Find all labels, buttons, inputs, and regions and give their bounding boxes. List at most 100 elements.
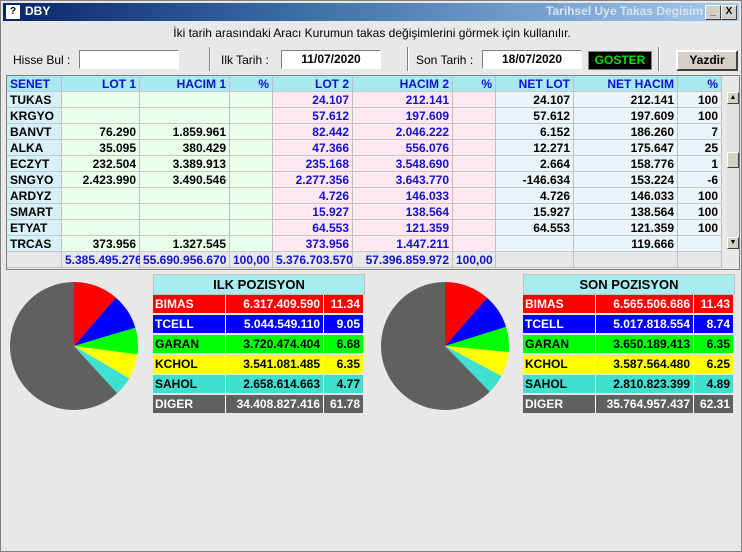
table-cell[interactable]: 373.956 (62, 236, 140, 252)
table-cell[interactable]: 2.046.222 (353, 124, 453, 140)
table-row-senet[interactable]: BANVT (7, 124, 62, 140)
table-row-senet[interactable]: SMART (7, 204, 62, 220)
table-cell[interactable] (230, 204, 273, 220)
table-cell[interactable]: 153.224 (574, 172, 678, 188)
table-cell[interactable] (230, 108, 273, 124)
table-cell[interactable]: 212.141 (353, 92, 453, 108)
column-header-pct3[interactable]: % (678, 76, 722, 92)
table-cell[interactable]: 1.859.961 (140, 124, 230, 140)
table-cell[interactable] (140, 188, 230, 204)
table-cell[interactable]: 380.429 (140, 140, 230, 156)
table-cell[interactable] (453, 140, 496, 156)
table-cell[interactable]: 1 (678, 156, 722, 172)
table-cell[interactable]: 4.726 (496, 188, 574, 204)
table-cell[interactable] (453, 92, 496, 108)
table-cell[interactable]: 2.277.356 (273, 172, 353, 188)
close-button[interactable]: X (721, 5, 737, 20)
column-header-netlot[interactable]: NET LOT (496, 76, 574, 92)
table-cell[interactable]: 7 (678, 124, 722, 140)
table-cell[interactable] (62, 108, 140, 124)
table-cell[interactable] (453, 124, 496, 140)
table-scrollbar[interactable]: ▲ ▼ (727, 92, 739, 249)
table-cell[interactable] (140, 108, 230, 124)
table-row-senet[interactable]: TUKAS (7, 92, 62, 108)
table-cell[interactable]: 158.776 (574, 156, 678, 172)
table-cell[interactable]: 197.609 (574, 108, 678, 124)
table-cell[interactable]: 373.956 (273, 236, 353, 252)
table-cell[interactable] (140, 204, 230, 220)
column-header-senet[interactable]: SENET (7, 76, 62, 92)
table-cell[interactable]: 2.423.990 (62, 172, 140, 188)
table-cell[interactable]: 121.359 (353, 220, 453, 236)
table-cell[interactable] (453, 236, 496, 252)
table-cell[interactable] (230, 172, 273, 188)
scroll-thumb[interactable] (727, 152, 739, 168)
column-header-pct1[interactable]: % (230, 76, 273, 92)
table-cell[interactable] (62, 92, 140, 108)
table-cell[interactable]: 100 (678, 220, 722, 236)
column-header-pct2[interactable]: % (453, 76, 496, 92)
table-cell[interactable] (62, 188, 140, 204)
son-tarih-input[interactable]: 18/07/2020 (482, 50, 582, 69)
table-row-senet[interactable]: SNGYO (7, 172, 62, 188)
column-header-nethacim[interactable]: NET HACIM (574, 76, 678, 92)
table-cell[interactable] (62, 220, 140, 236)
table-cell[interactable]: 15.927 (273, 204, 353, 220)
table-cell[interactable] (230, 140, 273, 156)
table-cell[interactable] (230, 124, 273, 140)
table-cell[interactable]: 3.548.690 (353, 156, 453, 172)
table-cell[interactable] (678, 236, 722, 252)
table-cell[interactable]: 57.612 (496, 108, 574, 124)
table-cell[interactable]: 4.726 (273, 188, 353, 204)
table-cell[interactable]: 35.095 (62, 140, 140, 156)
table-cell[interactable]: 1.447.211 (353, 236, 453, 252)
table-row-senet[interactable]: KRGYO (7, 108, 62, 124)
table-cell[interactable]: 100 (678, 108, 722, 124)
table-cell[interactable] (453, 108, 496, 124)
table-cell[interactable]: -146.634 (496, 172, 574, 188)
table-cell[interactable]: -6 (678, 172, 722, 188)
table-cell[interactable]: 3.490.546 (140, 172, 230, 188)
table-cell[interactable]: 121.359 (574, 220, 678, 236)
table-cell[interactable]: 235.168 (273, 156, 353, 172)
ilk-tarih-input[interactable]: 11/07/2020 (281, 50, 381, 69)
table-cell[interactable] (230, 236, 273, 252)
scroll-up-arrow-icon[interactable]: ▲ (727, 92, 739, 104)
table-cell[interactable] (453, 188, 496, 204)
table-row-senet[interactable]: ALKA (7, 140, 62, 156)
table-cell[interactable]: 232.504 (62, 156, 140, 172)
column-header-hacim2[interactable]: HACIM 2 (353, 76, 453, 92)
table-cell[interactable] (230, 92, 273, 108)
table-cell[interactable]: 100 (678, 92, 722, 108)
yazdir-button[interactable]: Yazdir (676, 50, 738, 71)
table-cell[interactable]: 12.271 (496, 140, 574, 156)
table-cell[interactable]: 186.260 (574, 124, 678, 140)
table-row-senet[interactable]: ARDYZ (7, 188, 62, 204)
column-header-lot2[interactable]: LOT 2 (273, 76, 353, 92)
table-cell[interactable]: 146.033 (353, 188, 453, 204)
goster-button[interactable]: GOSTER (588, 51, 652, 70)
table-cell[interactable]: 146.033 (574, 188, 678, 204)
table-cell[interactable] (140, 220, 230, 236)
column-header-hacim1[interactable]: HACIM 1 (140, 76, 230, 92)
table-cell[interactable]: 47.366 (273, 140, 353, 156)
table-cell[interactable]: 64.553 (496, 220, 574, 236)
table-cell[interactable]: 6.152 (496, 124, 574, 140)
table-cell[interactable]: 100 (678, 188, 722, 204)
table-cell[interactable]: 119.666 (574, 236, 678, 252)
column-header-lot1[interactable]: LOT 1 (62, 76, 140, 92)
hisse-search-input[interactable] (79, 50, 179, 69)
table-cell[interactable]: 1.327.545 (140, 236, 230, 252)
table-cell[interactable] (453, 204, 496, 220)
table-cell[interactable]: 138.564 (574, 204, 678, 220)
table-cell[interactable] (230, 156, 273, 172)
scroll-down-arrow-icon[interactable]: ▼ (727, 237, 739, 249)
table-row-senet[interactable]: TRCAS (7, 236, 62, 252)
table-cell[interactable] (496, 236, 574, 252)
table-cell[interactable]: 100 (678, 204, 722, 220)
table-cell[interactable] (453, 220, 496, 236)
table-cell[interactable]: 82.442 (273, 124, 353, 140)
table-cell[interactable] (140, 92, 230, 108)
table-row-senet[interactable]: ETYAT (7, 220, 62, 236)
table-cell[interactable] (62, 204, 140, 220)
